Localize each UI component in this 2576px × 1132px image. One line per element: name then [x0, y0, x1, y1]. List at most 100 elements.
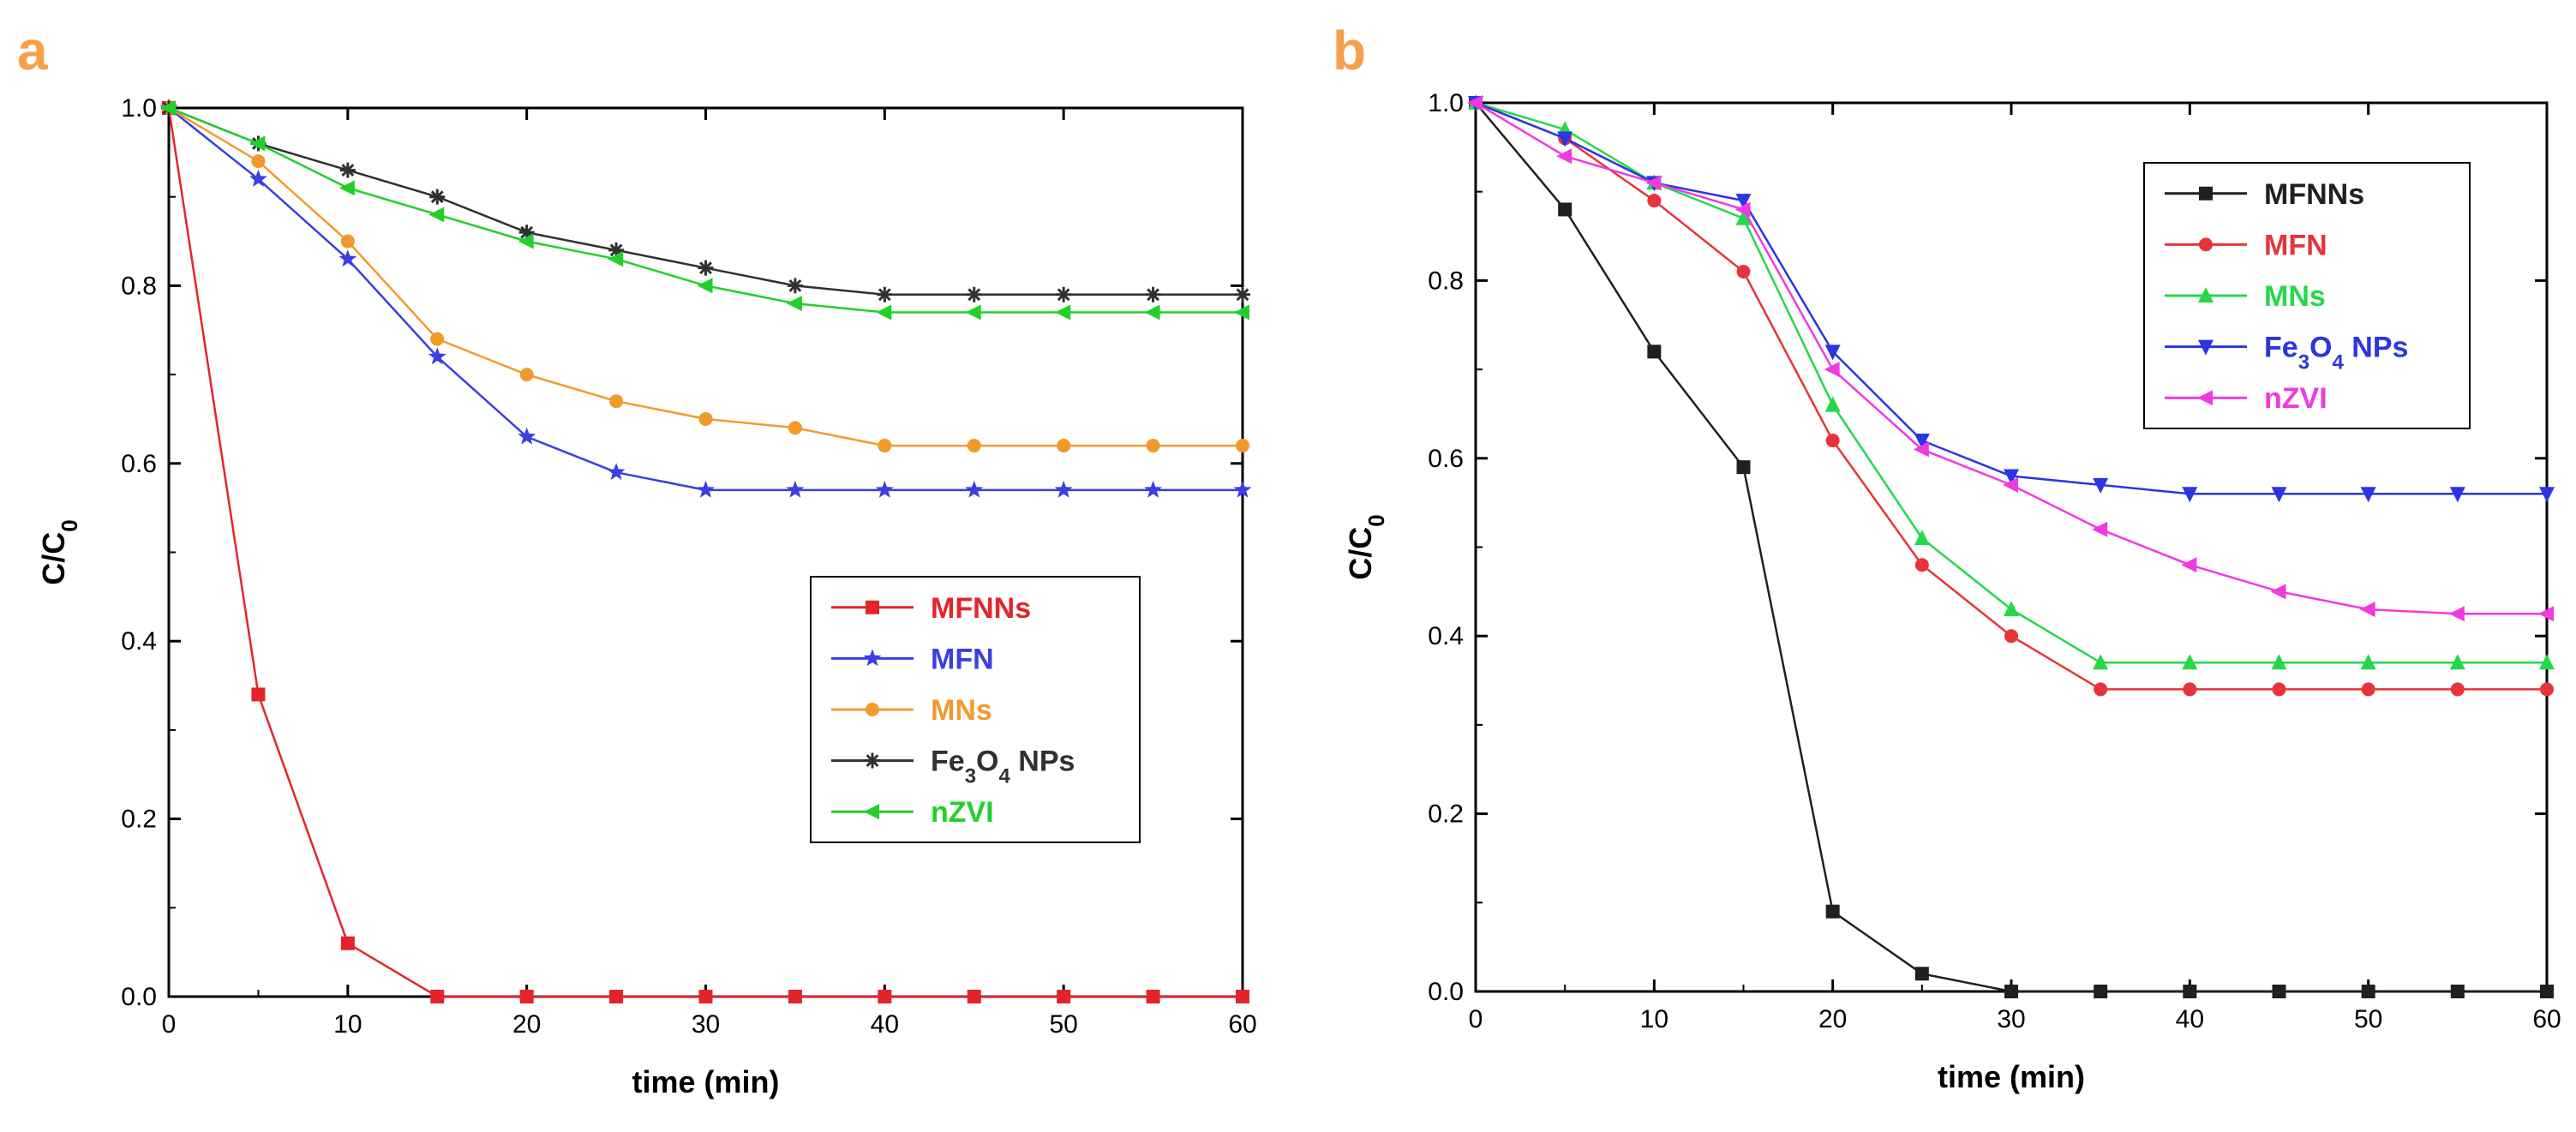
- data-point: [2450, 682, 2465, 697]
- x-axis-label: time (min): [1938, 1059, 2085, 1094]
- data-point: [2004, 629, 2018, 644]
- legend-label: Fe3O4 NPs: [2264, 332, 2408, 374]
- data-point: [1824, 396, 1841, 412]
- data-point: [1233, 480, 1252, 498]
- legend: MFNNs MFN MNs Fe3O4 NPs nZVI: [2143, 162, 2471, 429]
- data-point: [1913, 441, 1929, 458]
- data-point: [1824, 362, 1840, 378]
- legend-swatch-marker: [866, 600, 879, 614]
- data-point: [2361, 682, 2375, 697]
- legend-swatch-marker: [864, 804, 879, 820]
- data-point: [786, 296, 802, 312]
- data-point: [2181, 557, 2197, 573]
- data-point: [2093, 654, 2109, 670]
- data-point: [2359, 602, 2375, 618]
- data-point: [2449, 654, 2465, 670]
- plot-frame: [167, 106, 1244, 998]
- data-point: [1736, 460, 1751, 475]
- y-tick-label: 0.8: [121, 272, 157, 300]
- data-point: [519, 990, 534, 1003]
- data-point: [1824, 344, 1841, 361]
- x-tick-label: 50: [1049, 1010, 1077, 1039]
- legend-swatch-marker: [863, 649, 882, 667]
- legend-swatch-marker: [865, 752, 880, 769]
- x-tick-label: 10: [1640, 1005, 1668, 1033]
- series-line: [168, 106, 1243, 447]
- data-point: [1914, 558, 1929, 572]
- data-point: [1234, 304, 1249, 320]
- data-point: [1645, 175, 1662, 191]
- legend-swatch-marker: [2198, 339, 2214, 356]
- series-mns: [162, 101, 1249, 453]
- data-point: [967, 439, 981, 453]
- data-point: [609, 990, 624, 1003]
- legend-swatch-marker: [2199, 186, 2213, 201]
- data-point: [878, 439, 892, 453]
- series-fe3o4-nps: [161, 100, 1250, 302]
- data-point: [1236, 990, 1249, 1003]
- data-point: [2361, 985, 2375, 998]
- data-point: [2004, 601, 2019, 617]
- data-point: [2182, 654, 2198, 670]
- data-point: [1914, 434, 1930, 450]
- data-point: [430, 332, 445, 346]
- data-point: [2094, 682, 2108, 697]
- data-point: [2538, 606, 2554, 622]
- data-point: [1054, 480, 1073, 498]
- data-point: [697, 480, 715, 498]
- data-point: [1145, 286, 1161, 302]
- data-point: [875, 480, 894, 498]
- data-point: [967, 990, 981, 1003]
- data-point: [1558, 202, 1573, 217]
- data-point: [2540, 682, 2554, 697]
- legend-label: nZVI: [2264, 382, 2327, 415]
- data-point: [1144, 304, 1160, 320]
- data-point: [788, 421, 802, 435]
- y-tick-label: 1.0: [121, 94, 157, 123]
- x-tick-label: 60: [1228, 1010, 1256, 1039]
- series-line: [167, 107, 1243, 998]
- data-point: [2003, 476, 2018, 493]
- data-point: [1055, 304, 1071, 320]
- legend-entry: MFN: [2165, 229, 2327, 261]
- data-point: [1914, 967, 1929, 981]
- data-point: [1556, 148, 1573, 165]
- series-mfnns: [162, 101, 1249, 1003]
- data-point: [966, 286, 982, 302]
- data-point: [1736, 265, 1751, 279]
- legend-label: nZVI: [931, 796, 994, 829]
- data-point: [609, 394, 624, 409]
- data-point: [698, 411, 713, 426]
- legend-swatch-marker: [2199, 237, 2213, 252]
- data-point: [965, 480, 984, 498]
- x-tick-label: 60: [2532, 1005, 2561, 1033]
- data-point: [2271, 654, 2287, 670]
- legend-entry: MFNNs: [2165, 178, 2364, 211]
- x-tick-label: 40: [871, 1010, 899, 1039]
- data-point: [1146, 439, 1160, 453]
- chart-a: 0 10 20 30 40 50 60 0.0 0.2 0.4 0.6 0.8 1.0 time (min…: [36, 94, 1257, 1099]
- data-point: [160, 100, 176, 116]
- data-point: [2539, 654, 2555, 670]
- data-point: [697, 278, 713, 294]
- y-axis-label: C/C0: [36, 519, 82, 584]
- data-point: [1056, 286, 1072, 302]
- panel-b-letter: b: [1333, 20, 1367, 81]
- data-point: [787, 278, 803, 294]
- legend-entry: MNs: [2165, 280, 2326, 313]
- data-point: [1236, 439, 1249, 453]
- data-point: [2270, 584, 2286, 600]
- x-tick-label: 0: [162, 1010, 177, 1039]
- y-tick-label: 1.0: [1428, 89, 1464, 117]
- data-point: [1144, 480, 1162, 498]
- data-point: [1235, 286, 1250, 302]
- data-point: [518, 233, 534, 249]
- x-tick-label: 40: [2176, 1005, 2204, 1033]
- data-point: [2272, 985, 2286, 998]
- legend-entry: Fe3O4 NPs: [831, 746, 1075, 788]
- chart-b: 0 10 20 30 40 50 60 0.0 0.2 0.4 0.6 0.8 1.0 time (min…: [1343, 89, 2561, 1094]
- y-axis-label: C/C0: [1343, 514, 1389, 579]
- series-nzvi: [160, 100, 1249, 320]
- data-point: [2449, 487, 2465, 503]
